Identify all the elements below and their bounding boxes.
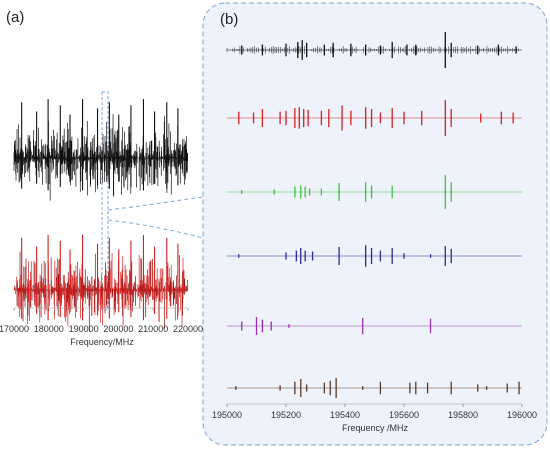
- panel-a-series-black: [13, 99, 189, 201]
- panel-a-x-tick-label: 220000: [173, 324, 203, 334]
- panel-b-x-axis-title: Frequency /MHz: [342, 423, 409, 433]
- panel-a-series-red: [13, 234, 189, 332]
- panel-b-series-purple: [227, 317, 522, 335]
- panel-b-x-tick-label: 195400: [330, 410, 360, 420]
- panel-a-plot: 170000 180000 190000 200000 210000 220000: [0, 99, 203, 334]
- panel-b-series-black: [226, 32, 522, 68]
- panel-a-x-tick-label: 200000: [103, 324, 133, 334]
- panel-b-label: (b): [220, 11, 238, 28]
- panel-b-plot: 195000 195200 195400 195600 195800 196000: [212, 32, 537, 420]
- panel-b-x-tick-label: 196000: [507, 410, 537, 420]
- panel-b-x-tick-label: 195000: [212, 410, 242, 420]
- zoom-connector-top: [107, 196, 204, 211]
- panel-a-x-axis-title: Frequency/MHz: [70, 337, 134, 347]
- panel-b-series-blue: [227, 245, 522, 267]
- panel-a-x-tick-label: 170000: [0, 324, 29, 334]
- panel-b-series-green: [227, 174, 522, 210]
- panel-b-x-tick-label: 195600: [389, 410, 419, 420]
- panel-a-x-tick-label: 180000: [34, 324, 64, 334]
- panel-b-x-axis: 195000 195200 195400 195600 195800 196000: [212, 403, 537, 420]
- panel-a-x-tick-label: 210000: [138, 324, 168, 334]
- zoom-panel-background: [202, 2, 548, 446]
- zoom-connector-bottom: [107, 219, 204, 239]
- panel-a-x-axis: 170000 180000 190000 200000 210000 220000: [0, 307, 203, 334]
- panel-b-series-red: [227, 100, 522, 136]
- panel-a-x-tick-label: 190000: [69, 324, 99, 334]
- panel-b-x-tick-label: 195800: [448, 410, 478, 420]
- panel-b-x-tick-label: 195200: [271, 410, 301, 420]
- panel-a-label: (a): [6, 9, 24, 26]
- panel-b-series-dark_brown: [227, 378, 522, 398]
